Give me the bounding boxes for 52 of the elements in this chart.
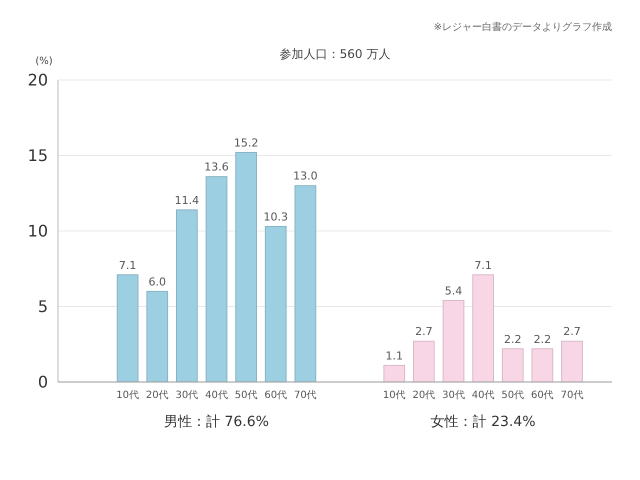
- x-tick-label: 70代: [560, 390, 584, 401]
- bar: [294, 185, 316, 382]
- bar: [532, 348, 554, 382]
- data-label: 13.0: [293, 170, 318, 183]
- data-label: 1.1: [386, 349, 403, 362]
- bar: [502, 348, 524, 382]
- x-tick-label: 60代: [264, 390, 288, 401]
- bar: [116, 274, 138, 382]
- x-tick-label: 30代: [176, 390, 198, 401]
- data-label: 7.1: [118, 258, 136, 272]
- y-tick-label: 20: [28, 70, 48, 90]
- bar: [442, 300, 464, 382]
- text: 女性：計 23.4%: [430, 414, 536, 430]
- bar: [561, 340, 583, 382]
- text: 男性：計 76.6%: [164, 414, 269, 430]
- bar: [146, 290, 168, 382]
- x-tick-label: 10代: [382, 390, 406, 401]
- x-tick-label: 50代: [501, 390, 524, 401]
- data-label: 5.4: [444, 284, 462, 298]
- data-label: 2.2: [504, 332, 522, 346]
- data-label: 2.7: [415, 325, 433, 338]
- bar: [206, 176, 228, 382]
- data-label: 6.0: [148, 275, 166, 288]
- x-tick-label: 60代: [531, 390, 554, 401]
- x-tick-label: 40代: [205, 390, 228, 401]
- y-tick-label: 0: [38, 372, 48, 392]
- data-label: 10.3: [264, 210, 288, 224]
- text: ※レジャー白書のデータよりグラフ作成: [434, 21, 612, 33]
- chart-title: 参加人口：560 万人: [280, 47, 390, 61]
- y-tick-label: 15: [28, 146, 48, 166]
- x-tick-label: 20代: [412, 390, 436, 401]
- x-tick-label: 10代: [116, 390, 139, 401]
- y-tick-label: 10: [28, 222, 48, 241]
- x-tick-label: 30代: [442, 390, 465, 401]
- bar: [176, 209, 198, 382]
- x-tick-label: 40代: [472, 390, 494, 401]
- bar: [264, 226, 287, 382]
- data-label: 2.7: [563, 325, 581, 338]
- data-label: 15.2: [234, 136, 258, 150]
- y-axis-title: (%): [35, 56, 53, 67]
- data-label: 13.6: [204, 160, 229, 174]
- data-label: 2.2: [534, 332, 552, 346]
- data-label: 7.1: [474, 258, 492, 272]
- x-tick-label: 50代: [234, 390, 258, 401]
- bar: [235, 152, 257, 382]
- bar: [383, 364, 406, 382]
- x-tick-label: 70代: [294, 390, 317, 401]
- bar: [472, 274, 494, 382]
- x-tick-label: 20代: [146, 390, 169, 401]
- bar: [413, 340, 435, 382]
- data-label: 11.4: [174, 194, 200, 207]
- y-tick-label: 5: [38, 297, 48, 316]
